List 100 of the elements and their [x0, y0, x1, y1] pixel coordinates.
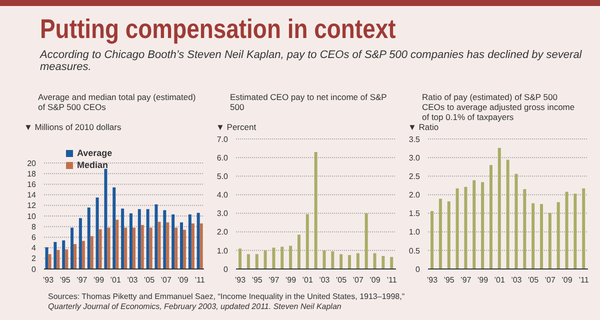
y-tick-label: 0 — [416, 264, 421, 274]
x-tick-label: ’99 — [285, 276, 297, 285]
bar — [200, 223, 203, 269]
x-tick-label: ’95 — [252, 276, 263, 285]
chart-title: Ratio of pay (estimated) of S&P 500 CEOs to average adjusted gross income of top 0.1% of taxpayers — [421, 92, 576, 122]
bar — [65, 249, 68, 269]
x-tick-label: ’09 — [370, 276, 381, 285]
bar — [506, 160, 510, 269]
bar — [297, 234, 300, 269]
y-tick-label: 8 — [32, 222, 37, 232]
bar — [158, 222, 161, 269]
x-tick-label: ’01 — [110, 276, 122, 285]
bar — [556, 202, 560, 269]
x-tick-label: ’97 — [76, 276, 88, 285]
bar — [96, 197, 99, 269]
y-tick-label: 16 — [27, 180, 37, 190]
bar — [264, 250, 267, 269]
bar — [112, 187, 116, 269]
y-tick-label: 2.5 — [408, 172, 421, 181]
x-tick-label: ’93 — [426, 276, 438, 285]
y-tick-label: 0.5 — [408, 246, 421, 256]
x-tick-label: ’95 — [60, 276, 71, 285]
chart-title: Estimated CEO pay to net income of S&P 500 — [229, 92, 388, 114]
bar — [322, 250, 326, 269]
bar — [306, 214, 309, 269]
bar — [87, 208, 90, 269]
bar — [149, 228, 152, 269]
bar — [116, 220, 119, 269]
bar — [574, 194, 577, 269]
x-tick-label: ’01 — [494, 276, 506, 285]
bar — [582, 188, 586, 269]
x-tick-label: ’11 — [386, 276, 398, 285]
legend-label: Average — [77, 148, 112, 158]
y-tick-label: 7.0 — [216, 134, 229, 144]
y-tick-label: 5.0 — [216, 172, 229, 181]
y-axis-title: ▼ Ratio — [407, 122, 440, 133]
bar — [348, 255, 351, 269]
x-tick-label: ’97 — [460, 276, 472, 285]
bar — [373, 253, 376, 269]
text: Putting compensation in context — [40, 14, 396, 45]
y-tick-label: 1.5 — [408, 209, 421, 218]
x-tick-label: ’93 — [42, 276, 54, 285]
x-tick-label: ’07 — [544, 276, 556, 285]
y-tick-label: 3.5 — [408, 134, 421, 144]
x-tick-label: ’09 — [178, 276, 189, 285]
y-tick-label: 2.0 — [408, 190, 421, 200]
y-tick-label: 4.0 — [216, 190, 229, 200]
bar — [390, 256, 394, 269]
bar — [540, 204, 543, 269]
bar — [331, 251, 334, 269]
x-tick-label: ’05 — [528, 276, 540, 285]
bar — [74, 244, 77, 269]
y-tick-label: 18 — [27, 169, 37, 178]
bar — [45, 247, 48, 269]
bar — [132, 228, 136, 269]
bar — [191, 223, 194, 269]
bar — [180, 222, 183, 269]
x-tick-label: ’03 — [127, 276, 138, 285]
bar — [498, 148, 501, 269]
bar — [48, 254, 52, 269]
x-tick-label: ’07 — [352, 276, 364, 285]
bar — [523, 189, 526, 269]
bar — [107, 228, 110, 269]
bar — [565, 192, 568, 269]
bar — [172, 214, 175, 269]
text: Quarterly Journal of Economics, February 2003, updated 2011. Steven Neil Kaplan — [48, 302, 342, 312]
bar — [447, 201, 450, 269]
bar — [472, 180, 476, 269]
y-tick-label: 6.0 — [216, 153, 229, 162]
y-tick-label: 1.0 — [408, 228, 421, 237]
bar — [146, 209, 150, 269]
x-tick-label: ’97 — [268, 276, 280, 285]
x-tick-label: ’07 — [160, 276, 172, 285]
bar — [196, 212, 200, 269]
bar — [340, 254, 343, 269]
legend-label: Median — [77, 160, 108, 170]
y-axis-title: ▼ Percent — [215, 122, 258, 133]
bar — [166, 222, 170, 269]
y-tick-label: 6 — [32, 233, 37, 242]
bar — [238, 248, 242, 269]
bar — [62, 240, 66, 269]
y-tick-label: 3.0 — [408, 153, 421, 162]
text: According to Chicago Booth’s Steven Neil Kaplan, pay to CEOs of S&P 500 companies has declined by several measures. — [40, 49, 583, 73]
x-tick-label: ’03 — [511, 276, 522, 285]
bar — [104, 168, 108, 269]
bar — [246, 254, 250, 269]
y-tick-label: 14 — [27, 190, 37, 200]
bar — [464, 186, 468, 269]
bar — [82, 240, 85, 269]
bar — [255, 254, 258, 269]
bar — [138, 209, 141, 269]
bar — [364, 213, 368, 269]
x-tick-label: ’05 — [144, 276, 156, 285]
y-axis-title: ▼ Millions of 2010 dollars — [23, 122, 122, 133]
bar — [456, 188, 459, 269]
chart-title: Average and median total pay (estimated) of S&P 500 CEOs — [37, 92, 197, 114]
x-tick-label: ’09 — [562, 276, 573, 285]
bar — [188, 214, 192, 269]
bar — [438, 198, 442, 269]
bar — [54, 242, 57, 269]
